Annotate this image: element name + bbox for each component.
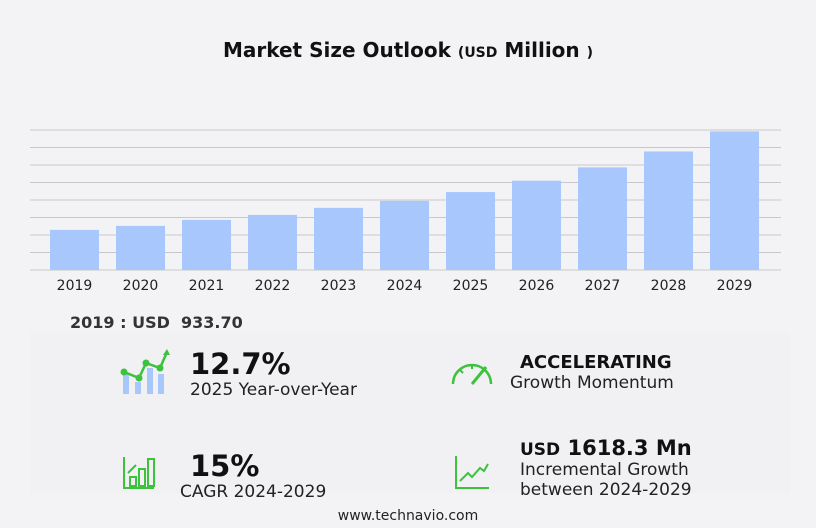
yoy-label: 2025 Year-over-Year xyxy=(190,380,357,400)
x-tick-label: 2024 xyxy=(387,278,423,294)
incremental-period: between 2024-2029 xyxy=(520,480,692,500)
cagr-label: CAGR xyxy=(180,482,229,502)
x-tick-label: 2022 xyxy=(255,278,291,294)
base-year-value: 2019 : USD 933.70 xyxy=(70,313,243,332)
bar-2027 xyxy=(578,167,627,270)
kpi-panel xyxy=(30,333,790,493)
bar-2026 xyxy=(512,180,561,270)
bar-2023 xyxy=(314,207,363,270)
footer-url: www.technavio.com xyxy=(337,508,479,524)
x-tick-label: 2021 xyxy=(189,278,225,294)
x-tick-label: 2020 xyxy=(123,278,159,294)
x-tick-label: 2025 xyxy=(453,278,489,294)
x-tick-label: 2027 xyxy=(585,278,621,294)
bar-2028 xyxy=(644,151,693,270)
chart-title: Market Size Outlook (USD Million ) xyxy=(0,38,816,62)
title-main: Market Size Outlook xyxy=(222,38,451,62)
x-tick-label: 2023 xyxy=(321,278,357,294)
momentum-label: Growth Momentum xyxy=(510,373,674,393)
incremental-currency: USD xyxy=(520,440,561,460)
x-tick-label: 2028 xyxy=(651,278,687,294)
bar-2025 xyxy=(446,192,495,270)
title-currency: USD xyxy=(464,45,498,61)
bar-2024 xyxy=(380,200,429,270)
incremental-label: Incremental Growth xyxy=(520,460,689,480)
title-paren-close: ) xyxy=(586,45,594,61)
bar-2029 xyxy=(710,131,759,270)
x-tick-label: 2026 xyxy=(519,278,555,294)
momentum-value: ACCELERATING xyxy=(520,352,672,373)
base-year-label: 2019 : USD xyxy=(70,313,170,332)
cagr-value: 15% xyxy=(190,449,260,483)
bar-2019 xyxy=(50,229,99,270)
bar-2020 xyxy=(116,225,165,270)
bar-2021 xyxy=(182,219,231,270)
yoy-value: 12.7% xyxy=(190,347,291,381)
x-tick-label: 2019 xyxy=(57,278,93,294)
bar-growth-icon xyxy=(123,457,155,489)
title-paren: ( xyxy=(457,45,465,61)
x-tick-label: 2029 xyxy=(717,278,753,294)
bar-chart: 2019 2020 2021 2022 2023 2024 2025 2026 2027 2028… xyxy=(30,129,781,294)
bar-2022 xyxy=(248,214,297,270)
title-scale: Million xyxy=(504,38,580,62)
line-growth-icon xyxy=(455,456,489,489)
incremental-value: 1618.3 Mn xyxy=(567,436,692,460)
speedometer-icon xyxy=(451,363,493,385)
growth-chart-icon xyxy=(120,349,170,394)
base-year-number: 933.70 xyxy=(181,313,243,332)
cagr-period: 2024-2029 xyxy=(233,482,327,502)
